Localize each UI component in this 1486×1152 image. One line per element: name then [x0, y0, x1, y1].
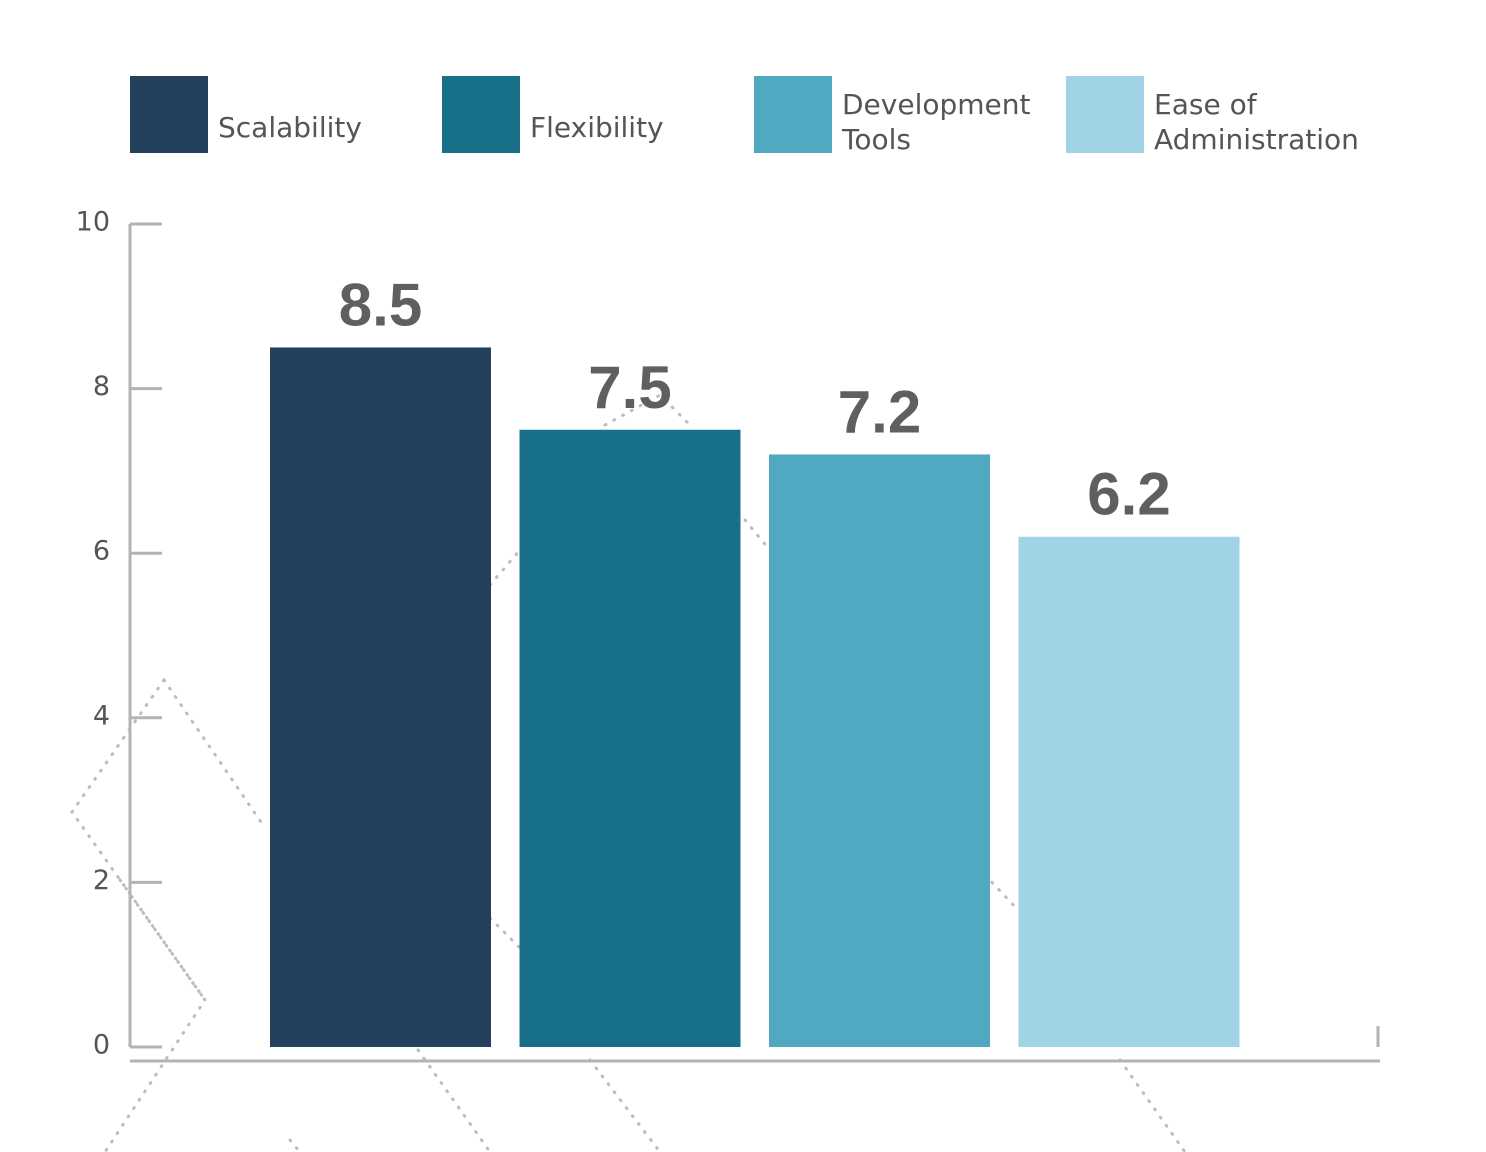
legend-swatch — [754, 76, 832, 153]
legend-swatch — [1066, 76, 1144, 153]
y-tick-label: 0 — [93, 1030, 110, 1061]
legend-swatch — [130, 76, 208, 153]
y-tick-label: 8 — [93, 371, 110, 402]
legend: Scalability Flexibility Development Tools Ea… — [130, 76, 1359, 156]
legend-label: Scalability — [218, 111, 362, 144]
bar-scalability — [270, 347, 491, 1047]
y-tick-label: 10 — [76, 207, 110, 238]
decorative-dotted-line — [983, 873, 1020, 912]
legend-label: Ease of Administration — [1154, 88, 1359, 156]
decorative-dotted-line — [1118, 1058, 1187, 1152]
decorative-dotted-line — [588, 1058, 662, 1152]
legend-item: Development Tools — [754, 76, 1031, 156]
background-decoration — [70, 393, 1187, 1152]
legend-label: Flexibility — [530, 111, 664, 144]
value-label: 7.2 — [838, 378, 921, 445]
value-labels: 8.5 7.5 7.2 6.2 — [339, 271, 1171, 527]
legend-swatch — [442, 76, 520, 153]
y-tick-label: 6 — [93, 536, 110, 567]
y-tick-label: 2 — [93, 865, 110, 896]
legend-label: Development Tools — [841, 88, 1031, 156]
axes: 0 2 4 6 8 10 — [76, 207, 1380, 1063]
value-label: 6.2 — [1087, 461, 1170, 528]
decorative-dotted-line — [162, 678, 267, 830]
decorative-dotted-line — [288, 1138, 302, 1152]
value-label: 7.5 — [588, 354, 671, 421]
y-tick-label: 4 — [93, 700, 110, 731]
legend-item: Flexibility — [442, 76, 664, 153]
decorative-dotted-line — [416, 1048, 492, 1152]
value-label: 8.5 — [339, 271, 422, 338]
bars — [270, 347, 1240, 1047]
decorative-dotted-line — [603, 393, 692, 427]
bar-development-tools — [769, 454, 990, 1047]
decorative-dotted-line — [743, 518, 770, 550]
bar-flexibility — [519, 429, 741, 1047]
legend-item: Scalability — [130, 76, 362, 153]
decorative-dotted-line — [488, 916, 522, 950]
legend-item: Ease of Administration — [1066, 76, 1359, 156]
decorative-dotted-line — [488, 548, 522, 587]
decorative-dotted-line — [70, 678, 207, 1152]
bar-ease-of-administration — [1018, 536, 1240, 1047]
